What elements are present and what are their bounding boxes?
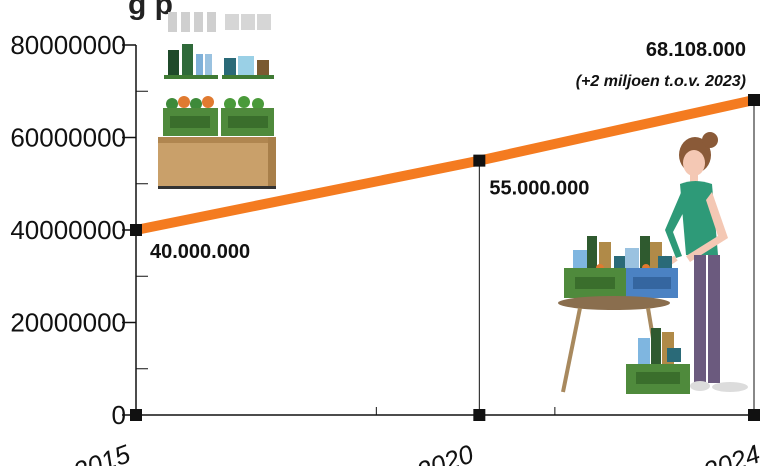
x-tick-label: 2015	[68, 438, 134, 466]
y-tick-label: 60000000	[10, 123, 126, 153]
x-tick-marker	[130, 409, 142, 421]
chart-title-fragment: g p	[128, 0, 173, 21]
y-tick-label: 20000000	[10, 308, 126, 338]
y-tick-label: 40000000	[10, 215, 126, 245]
plot-area	[130, 94, 760, 421]
data-label: 68.108.000	[646, 39, 746, 61]
x-tick-label: 2024	[698, 438, 764, 466]
data-label: 40.000.000	[150, 241, 250, 263]
y-tick-label: 0	[112, 400, 126, 430]
annotation-label: (+2 miljoen t.o.v. 2023)	[576, 73, 746, 90]
grocery-table-icon	[558, 236, 690, 394]
y-tick-label: 80000000	[10, 30, 126, 60]
x-tick-marker	[748, 409, 760, 421]
data-point-marker	[130, 224, 142, 236]
x-tick-label: 2020	[412, 438, 478, 466]
data-point-marker	[748, 94, 760, 107]
shopper-woman-icon	[662, 132, 748, 392]
axes: 0 20000000 40000000 60000000 80000000	[10, 30, 754, 430]
data-label: 55.000.000	[489, 178, 589, 200]
x-tick-marker	[473, 409, 486, 421]
labels: 2015 2020 2024 40.000.000 55.000.000 68.108.0…	[68, 39, 764, 466]
data-point-marker	[473, 154, 486, 167]
supermarket-shelf-icon	[158, 12, 276, 189]
